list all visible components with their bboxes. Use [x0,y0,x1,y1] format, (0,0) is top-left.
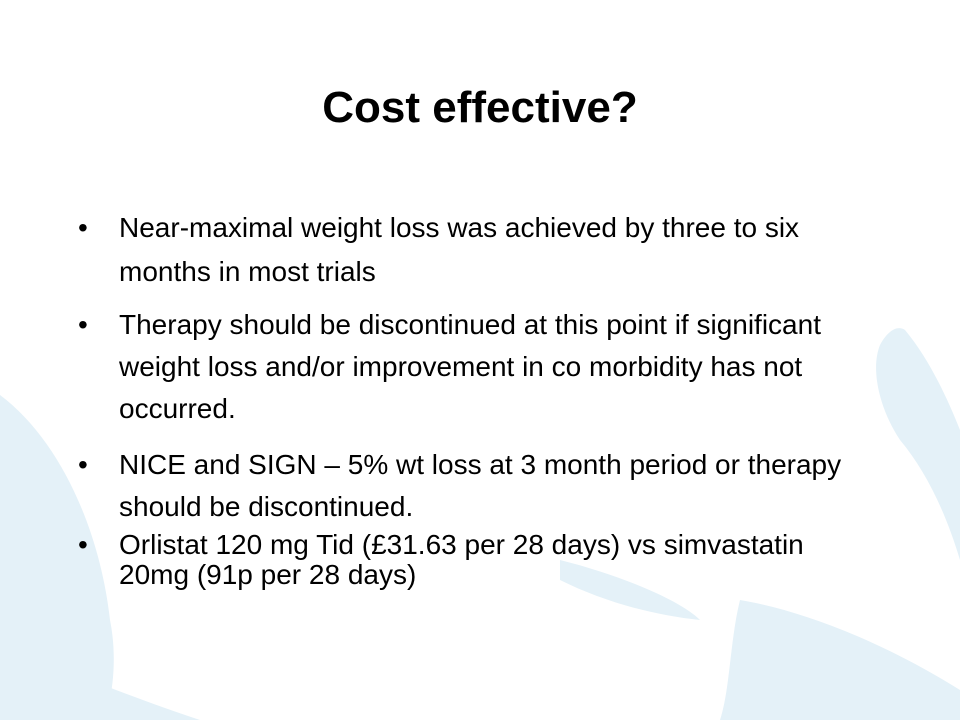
bullet-text: Orlistat 120 mg Tid (£31.63 per 28 days)… [119,529,804,590]
bullet-dot: • [78,212,88,243]
bullet-text: Near-maximal weight loss was achieved by… [119,212,800,287]
bullet-text: Therapy should be discontinued at this p… [119,309,821,424]
bullet-dot: • [78,309,88,340]
list-item: • Orlistat 120 mg Tid (£31.63 per 28 day… [78,530,878,590]
slide-title: Cost effective? [322,83,638,132]
list-item: • Therapy should be discontinued at this… [78,304,878,430]
bullet-text: NICE and SIGN – 5% wt loss at 3 month pe… [119,449,842,522]
list-item: • NICE and SIGN – 5% wt loss at 3 month … [78,444,878,528]
bullet-list: • Near-maximal weight loss was achieved … [78,206,878,590]
bullet-dot: • [78,449,88,480]
list-item: • Near-maximal weight loss was achieved … [78,206,878,294]
bullet-dot: • [78,529,88,560]
